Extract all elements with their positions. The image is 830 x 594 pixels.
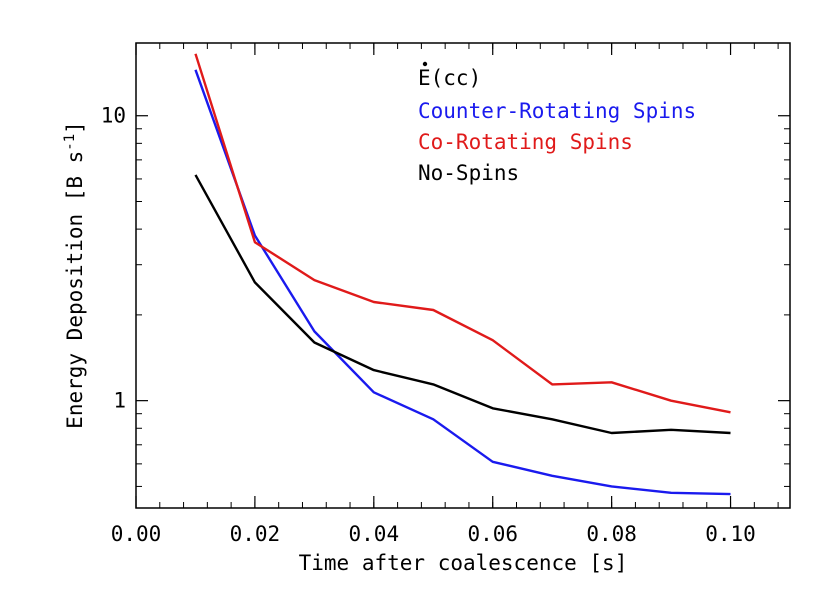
legend-entry-co-rotating: Co-Rotating Spins: [418, 130, 633, 154]
x-tick-label: 0.00: [111, 522, 162, 546]
x-tick-label: 0.10: [705, 522, 756, 546]
y-tick-label: 1: [113, 389, 126, 413]
y-axis-label-main: Energy Deposition [B s: [63, 151, 87, 429]
y-axis-label-close: ]: [63, 121, 87, 134]
y-tick-label: 10: [101, 104, 126, 128]
legend: E(cc) Counter-Rotating Spins Co-Rotating…: [418, 61, 696, 185]
y-axis-label: Energy Deposition [B s-1]: [62, 121, 87, 429]
legend-title-dot: [422, 61, 428, 67]
x-axis-label: Time after coalescence [s]: [299, 551, 628, 575]
legend-entry-counter-rotating: Counter-Rotating Spins: [418, 99, 696, 123]
plot-frame: [135, 42, 791, 509]
series-line-counter-rotating-spins: [194, 69, 731, 496]
legend-entry-no-spins: No-Spins: [418, 161, 519, 185]
x-tick-label: 0.04: [349, 522, 400, 546]
x-tick-label: 0.02: [230, 522, 281, 546]
legend-title: E(cc): [418, 66, 481, 90]
y-axis-label-sup: -1: [62, 134, 78, 151]
axis-ticks: [135, 43, 790, 508]
x-tick-label: 0.08: [586, 522, 637, 546]
x-tick-label: 0.06: [467, 522, 518, 546]
series-line-co-rotating-spins: [194, 53, 731, 414]
series-lines: [194, 53, 731, 496]
tick-labels: 0.00 0.02 0.04 0.06 0.08 0.10 1 10: [101, 104, 756, 546]
series-line-no-spins: [194, 174, 731, 435]
